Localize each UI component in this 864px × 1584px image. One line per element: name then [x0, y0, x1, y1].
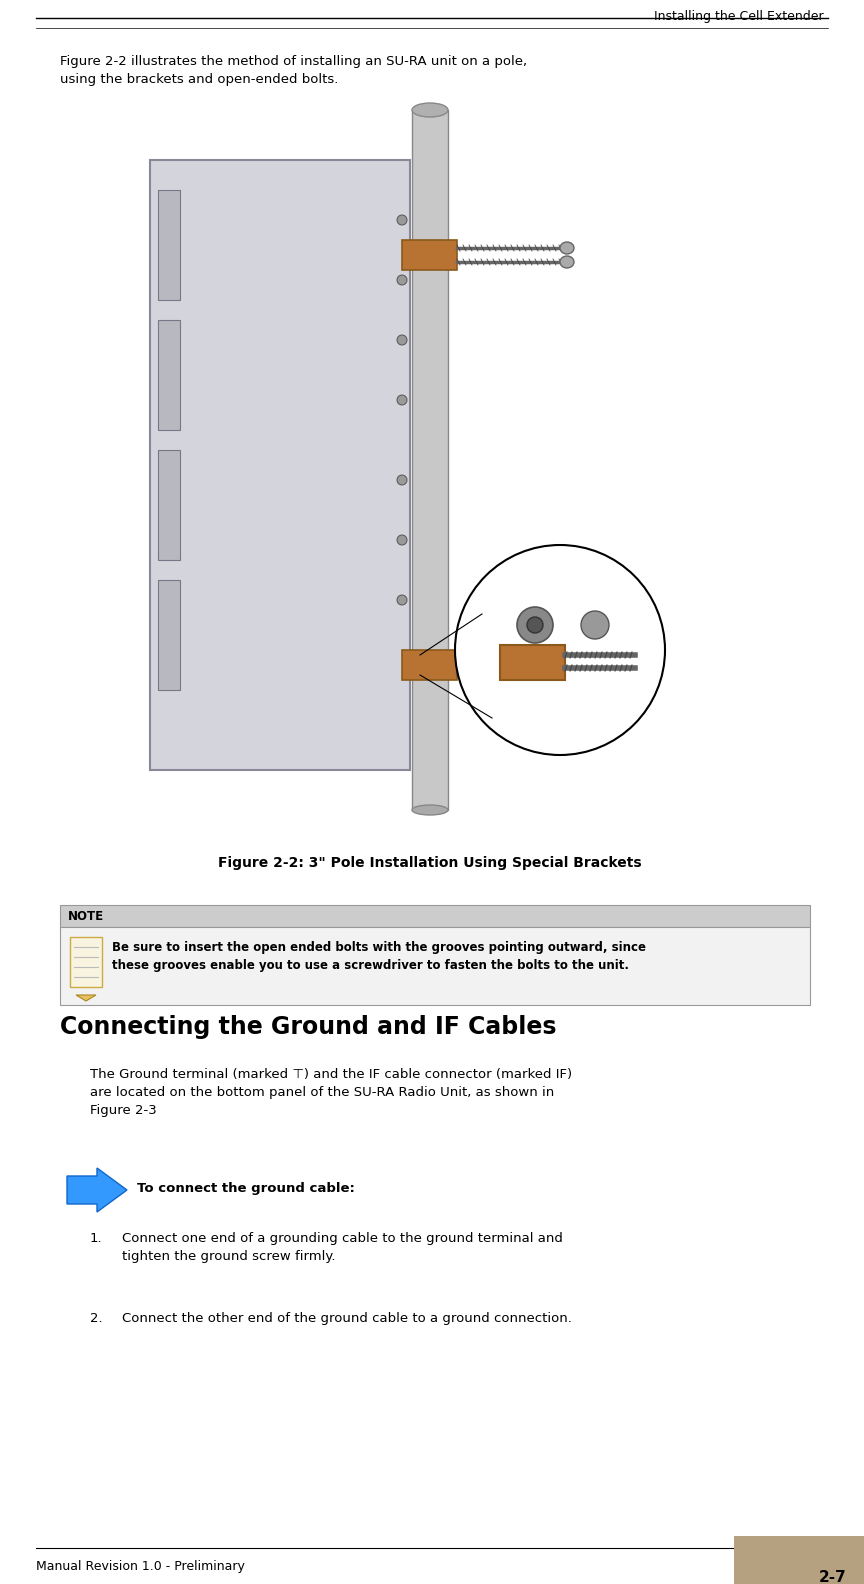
Circle shape [581, 611, 609, 638]
Ellipse shape [412, 805, 448, 816]
Ellipse shape [560, 242, 574, 253]
Bar [734, 1536, 864, 1584]
Circle shape [527, 618, 543, 634]
Text: 2-7: 2-7 [818, 1570, 846, 1584]
Bar [402, 649, 457, 680]
Circle shape [397, 535, 407, 545]
Text: To connect the ground cable:: To connect the ground cable: [137, 1182, 355, 1194]
Bar [412, 109, 448, 809]
Bar [158, 580, 180, 691]
Text: 2.: 2. [90, 1312, 103, 1324]
Circle shape [397, 475, 407, 485]
Text: Figure 2-2: 3" Pole Installation Using Special Brackets: Figure 2-2: 3" Pole Installation Using S… [219, 855, 642, 870]
Circle shape [455, 545, 665, 756]
Text: Connect one end of a grounding cable to the ground terminal and
tighten the grou: Connect one end of a grounding cable to … [122, 1232, 562, 1262]
Circle shape [517, 607, 553, 643]
Circle shape [397, 334, 407, 345]
Ellipse shape [560, 653, 574, 664]
Bar [402, 241, 457, 269]
Circle shape [397, 596, 407, 605]
Text: Be sure to insert the open ended bolts with the grooves pointing outward, since
: Be sure to insert the open ended bolts w… [112, 941, 646, 973]
Ellipse shape [412, 103, 448, 117]
Polygon shape [76, 995, 96, 1001]
Bar [70, 938, 102, 987]
Text: 1.: 1. [90, 1232, 103, 1245]
Circle shape [397, 215, 407, 225]
Text: Installing the Cell Extender: Installing the Cell Extender [654, 10, 824, 24]
Ellipse shape [560, 257, 574, 268]
Bar [60, 927, 810, 1004]
Text: NOTE: NOTE [68, 909, 105, 923]
Circle shape [397, 394, 407, 406]
Text: Figure 2-2 illustrates the method of installing an SU-RA unit on a pole,
using t: Figure 2-2 illustrates the method of ins… [60, 55, 527, 86]
Bar [158, 190, 180, 299]
Polygon shape [67, 1167, 127, 1212]
Text: Connect the other end of the ground cable to a ground connection.: Connect the other end of the ground cabl… [122, 1312, 572, 1324]
Text: The Ground terminal (marked ⊤) and the IF cable connector (marked IF)
are locate: The Ground terminal (marked ⊤) and the I… [90, 1068, 572, 1117]
Bar [500, 645, 565, 680]
Ellipse shape [560, 665, 574, 678]
Bar [60, 904, 810, 927]
Text: Connecting the Ground and IF Cables: Connecting the Ground and IF Cables [60, 1015, 556, 1039]
Bar [150, 160, 410, 770]
Text: Manual Revision 1.0 - Preliminary: Manual Revision 1.0 - Preliminary [36, 1560, 245, 1573]
Bar [158, 450, 180, 561]
Circle shape [397, 276, 407, 285]
Bar [158, 320, 180, 429]
